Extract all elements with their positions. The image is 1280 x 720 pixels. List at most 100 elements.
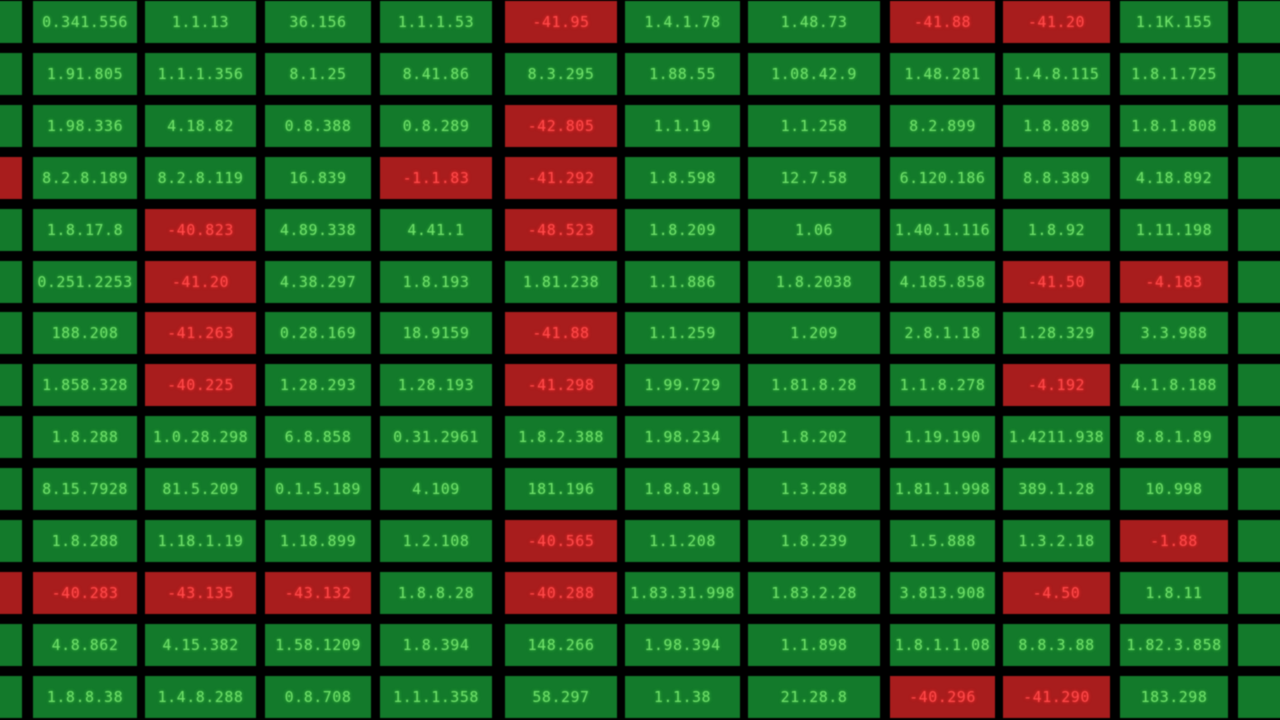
ticker-value: 1.858.328 — [42, 376, 128, 395]
ticker-value: 1.8.202 — [780, 428, 848, 447]
ticker-cell: 1.88.55 — [625, 52, 740, 95]
ticker-value: -41.292 — [527, 168, 595, 187]
ticker-cell: -4.192 — [1003, 364, 1110, 407]
ticker-value: 1.1.8.278 — [899, 376, 986, 395]
ticker-cell: 1.1.8.278 — [890, 364, 995, 407]
ticker-cell: 1.8.193 — [380, 260, 492, 303]
ticker-cell: 1.1.1.53 — [380, 1, 492, 43]
edge-cell — [1238, 364, 1280, 407]
ticker-cell: 0.31.2961 — [380, 416, 492, 459]
ticker-cell: 148.266 — [505, 623, 617, 666]
ticker-cell: 1.8.92 — [1003, 208, 1110, 251]
ticker-cell: 1.0.28.298 — [145, 416, 256, 459]
ticker-cell: 1.28.329 — [1003, 312, 1110, 355]
ticker-cell: 1.8.598 — [625, 156, 740, 199]
edge-cell — [1238, 468, 1280, 511]
ticker-value: 18.9159 — [402, 324, 470, 343]
ticker-cell: -40.283 — [33, 571, 137, 614]
ticker-cell: 3.3.988 — [1120, 312, 1228, 355]
edge-cell — [0, 156, 22, 199]
ticker-value: 8.15.7928 — [42, 480, 128, 499]
ticker-value: 4.18.82 — [167, 116, 234, 135]
ticker-cell: 1.1.13 — [145, 1, 256, 43]
ticker-value: 1.1.13 — [171, 13, 230, 31]
ticker-value: 1.8.8.38 — [46, 687, 124, 706]
ticker-cell: 4.18.82 — [145, 104, 256, 147]
ticker-value: -40.283 — [51, 583, 119, 602]
ticker-value: 1.58.1209 — [275, 635, 361, 654]
ticker-cell: 1.06 — [748, 208, 880, 251]
ticker-cell: -40.565 — [505, 520, 617, 562]
ticker-cell: 1.81.238 — [505, 260, 617, 303]
edge-cell — [0, 416, 22, 459]
ticker-value: 1.82.3.858 — [1126, 635, 1222, 654]
ticker-cell: 1.1.898 — [748, 623, 880, 666]
ticker-value: 3.813.908 — [899, 583, 986, 602]
edge-cell — [0, 623, 22, 666]
ticker-value: 1.18.899 — [279, 532, 357, 550]
ticker-cell: -41.292 — [505, 156, 617, 199]
edge-cell — [1238, 52, 1280, 95]
ticker-value: 6.120.186 — [899, 168, 986, 187]
ticker-value: 4.41.1 — [407, 220, 465, 239]
ticker-cell: -40.296 — [890, 675, 995, 718]
ticker-value: 1.48.281 — [904, 64, 981, 83]
ticker-value: 6.8.858 — [284, 428, 352, 447]
ticker-value: 1.98.234 — [644, 428, 721, 447]
ticker-value: 4.109 — [412, 480, 460, 499]
ticker-value: -40.565 — [527, 532, 595, 550]
ticker-cell: 4.38.297 — [265, 260, 371, 303]
ticker-cell: 1.48.73 — [748, 1, 880, 43]
edge-cell — [1238, 416, 1280, 459]
ticker-value: 8.1.25 — [289, 64, 347, 83]
ticker-cell: 1.8.288 — [33, 416, 137, 459]
ticker-cell: 36.156 — [265, 1, 371, 43]
ticker-value: 4.8.862 — [51, 635, 119, 654]
ticker-value: 1.0.28.298 — [152, 428, 249, 447]
ticker-cell: -4.183 — [1120, 260, 1228, 303]
ticker-cell: -41.298 — [505, 364, 617, 407]
ticker-value: 1.8.11 — [1145, 583, 1203, 602]
edge-cell — [1238, 104, 1280, 147]
ticker-value: 1.3.2.18 — [1018, 532, 1095, 550]
ticker-cell: 1.1.38 — [625, 675, 740, 718]
ticker-value: 1.1.886 — [649, 272, 716, 291]
ticker-value: 4.89.338 — [279, 220, 357, 239]
ticker-value: 1.19.190 — [904, 428, 981, 447]
ticker-value: 1.1.1.356 — [157, 64, 244, 83]
ticker-cell: -41.88 — [890, 1, 995, 43]
ticker-value: 1.1.38 — [653, 687, 712, 706]
ticker-value: 1.98.394 — [644, 635, 721, 654]
ticker-value: -4.192 — [1027, 376, 1086, 395]
ticker-cell: 1.58.1209 — [265, 623, 371, 666]
ticker-cell: 1.8.1.1.08 — [890, 623, 995, 666]
ticker-cell: 4.41.1 — [380, 208, 492, 251]
ticker-value: 1.8.1.808 — [1131, 116, 1217, 135]
ticker-value: 389.1.28 — [1018, 480, 1095, 499]
ticker-cell: 181.196 — [505, 468, 617, 511]
ticker-cell: 0.1.5.189 — [265, 468, 371, 511]
ticker-cell: 1.209 — [748, 312, 880, 355]
ticker-value: 0.28.169 — [279, 324, 357, 343]
ticker-value: 2.8.1.18 — [904, 324, 981, 343]
edge-cell — [1238, 156, 1280, 199]
ticker-value: 8.2.8.189 — [42, 168, 128, 187]
ticker-value: 1.48.73 — [780, 13, 848, 31]
ticker-value: 1.5.888 — [909, 532, 976, 550]
ticker-value: 0.251.2253 — [37, 272, 133, 291]
ticker-cell: 1.8.2038 — [748, 260, 880, 303]
ticker-cell: 4.15.382 — [145, 623, 256, 666]
ticker-value: 1.8.288 — [51, 428, 119, 447]
ticker-cell: 0.8.289 — [380, 104, 492, 147]
ticker-value: 0.8.388 — [284, 116, 352, 135]
ticker-cell: 1.1.886 — [625, 260, 740, 303]
ticker-value: 1.1K.155 — [1135, 13, 1213, 31]
ticker-value: 1.8.288 — [51, 532, 119, 550]
ticker-value: 1.08.42.9 — [771, 64, 857, 83]
edge-cell — [0, 468, 22, 511]
ticker-value: 0.341.556 — [42, 13, 128, 31]
ticker-cell: -41.20 — [145, 260, 256, 303]
ticker-value: -48.523 — [527, 220, 595, 239]
ticker-cell: 1.83.2.28 — [748, 571, 880, 614]
ticker-cell: 1.18.899 — [265, 520, 371, 562]
